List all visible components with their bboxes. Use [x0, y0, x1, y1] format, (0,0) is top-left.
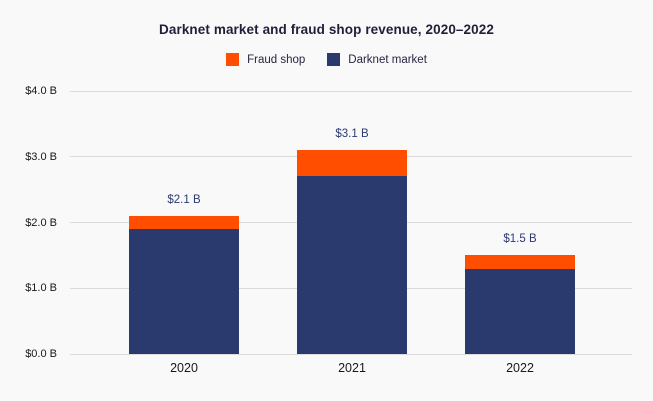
bar-segment-fraud-shop — [129, 215, 239, 230]
x-tick-label: 2020 — [170, 361, 198, 375]
bar-total-label: $2.1 B — [167, 193, 201, 206]
chart-title: Darknet market and fraud shop revenue, 2… — [159, 22, 494, 37]
legend-label: Darknet market — [348, 53, 427, 66]
gridline — [70, 353, 632, 355]
y-tick-label: $4.0 B — [25, 85, 57, 97]
legend-item: Darknet market — [327, 53, 427, 66]
x-tick-label: 2022 — [506, 361, 534, 375]
bar-segment-darknet-market — [129, 229, 239, 354]
bar-total-label: $1.5 B — [503, 233, 537, 246]
y-tick-label: $2.0 B — [25, 216, 57, 229]
legend-swatch-icon — [226, 53, 240, 66]
chart-legend: Fraud shop Darknet market — [0, 53, 653, 66]
plot-area: $2.1 B 2020 $3.1 B 2021 $1.5 B 2022 — [70, 90, 632, 375]
bar-2021 — [297, 150, 407, 354]
bar-2020 — [129, 215, 239, 354]
bar-2022 — [465, 255, 575, 354]
gridline — [70, 90, 632, 92]
bar-segment-fraud-shop — [465, 255, 575, 269]
legend-label: Fraud shop — [247, 53, 306, 66]
legend-item: Fraud shop — [226, 53, 305, 66]
y-tick-label: $1.0 B — [25, 282, 57, 295]
bar-segment-darknet-market — [465, 268, 575, 354]
y-tick-label: $0.0 B — [25, 348, 57, 360]
legend-swatch-icon — [327, 53, 341, 66]
x-tick-label: 2021 — [338, 361, 366, 375]
bar-segment-fraud-shop — [297, 150, 407, 177]
bar-segment-darknet-market — [297, 176, 407, 354]
bar-total-label: $3.1 B — [335, 128, 369, 141]
y-tick-label: $3.0 B — [25, 150, 57, 163]
